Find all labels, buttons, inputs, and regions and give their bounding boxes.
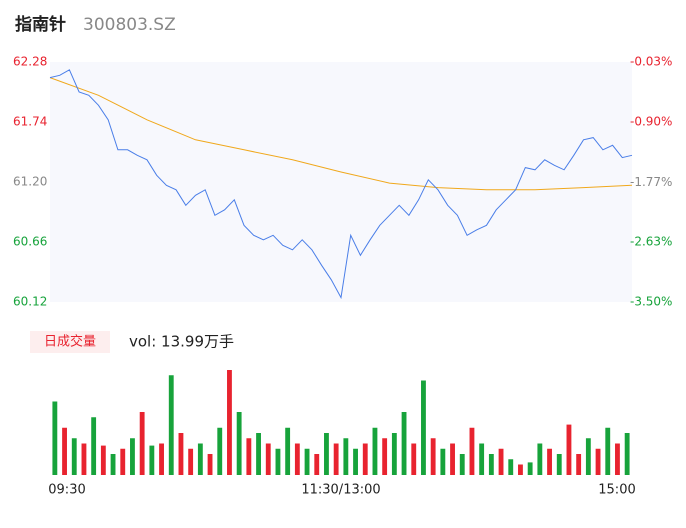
volume-bar	[343, 438, 349, 475]
volume-bar	[304, 448, 310, 475]
volume-bar	[498, 448, 504, 475]
y2-tick-label: -3.50%	[630, 295, 672, 309]
volume-bar	[217, 427, 223, 475]
volume-bar	[236, 412, 242, 475]
volume-bar	[391, 433, 397, 475]
volume-bar	[585, 438, 591, 475]
volume-bar	[430, 438, 436, 475]
volume-bar	[333, 443, 339, 475]
volume-bar	[197, 443, 203, 475]
volume-bar	[382, 438, 388, 475]
volume-bar	[362, 443, 368, 475]
volume-bar	[265, 443, 271, 475]
volume-bar	[440, 448, 446, 475]
volume-bar	[139, 412, 145, 475]
volume-bar	[450, 443, 455, 475]
volume-bar	[149, 445, 155, 475]
volume-bar	[576, 454, 582, 475]
x-tick-label: 11:30/13:00	[301, 483, 380, 498]
average-line	[49, 77, 633, 191]
volume-bar	[71, 438, 77, 475]
volume-bar	[527, 462, 533, 475]
volume-bar	[508, 459, 514, 475]
y-tick-label: 60.12	[13, 295, 47, 309]
volume-bar	[120, 448, 126, 475]
volume-bar	[130, 438, 135, 475]
volume-label: vol: 13.99万手	[129, 333, 234, 351]
y-tick-label: 62.28	[13, 55, 47, 69]
volume-bar	[168, 375, 174, 475]
y2-tick-label: -1.77%	[630, 175, 672, 189]
volume-bar	[401, 412, 407, 475]
volume-tag-bg	[30, 331, 110, 353]
volume-bar	[459, 454, 465, 475]
volume-bar	[605, 427, 611, 475]
y-tick-label: 60.66	[13, 235, 47, 249]
volume-bar	[52, 401, 58, 475]
y2-tick-label: -0.90%	[630, 115, 672, 129]
x-tick-label: 09:30	[48, 483, 85, 498]
volume-bar	[615, 443, 620, 475]
volume-bar	[595, 448, 601, 475]
volume-bar	[91, 417, 97, 475]
x-tick-label: 15:00	[598, 483, 635, 498]
stock-code: 300803.SZ	[83, 15, 176, 35]
volume-bar	[488, 454, 494, 475]
y-tick-label: 61.20	[13, 175, 47, 189]
volume-bar	[518, 464, 523, 475]
volume-bar	[566, 424, 572, 475]
volume-bar	[624, 433, 630, 475]
price-area	[50, 62, 632, 302]
volume-bar	[246, 438, 252, 475]
volume-bar	[372, 427, 378, 475]
volume-bar	[353, 448, 358, 475]
price-line	[49, 69, 633, 300]
volume-bar	[469, 427, 475, 475]
volume-bar	[62, 427, 67, 475]
volume-bar	[411, 443, 417, 475]
volume-tag: 日成交量	[44, 334, 96, 350]
volume-bar	[547, 448, 552, 475]
volume-bar	[275, 448, 281, 475]
y-tick-label: 61.74	[13, 115, 47, 129]
volume-bar	[479, 443, 485, 475]
volume-bar	[294, 443, 300, 475]
volume-bar	[256, 433, 261, 475]
stock-name: 指南针	[15, 14, 66, 35]
volume-bar	[556, 454, 562, 475]
volume-bar	[159, 443, 164, 475]
y2-tick-label: -2.63%	[630, 234, 672, 248]
volume-bar	[285, 427, 291, 475]
volume-bar	[227, 370, 232, 475]
volume-bar	[110, 454, 116, 475]
volume-bar	[178, 433, 184, 475]
y2-tick-label: -0.03%	[630, 55, 672, 69]
volume-bar	[100, 445, 106, 475]
volume-bar	[324, 433, 329, 475]
volume-bar	[207, 454, 213, 475]
volume-bar	[421, 380, 426, 475]
volume-bar	[537, 443, 543, 475]
volume-bar	[188, 448, 194, 475]
volume-bar	[314, 454, 320, 475]
volume-bar	[81, 443, 87, 475]
